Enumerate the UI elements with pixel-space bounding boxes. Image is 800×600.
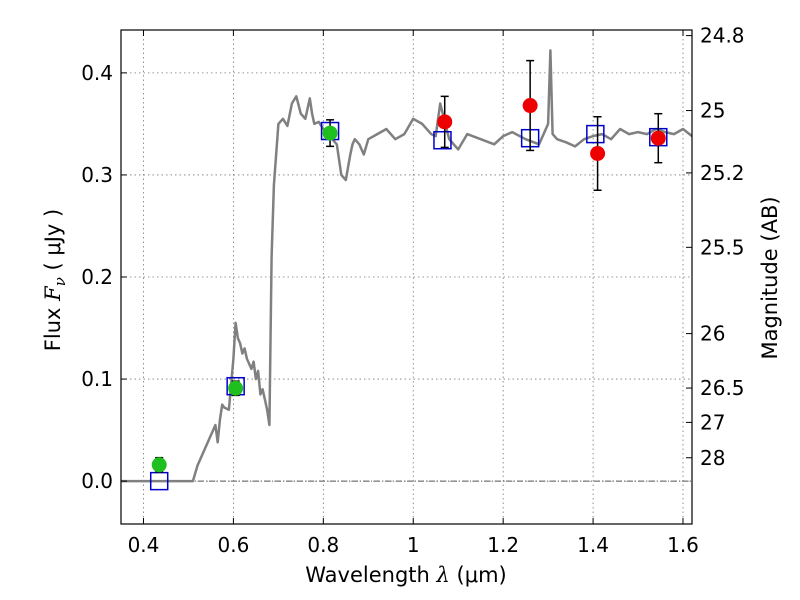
x-axis-label-prefix: Wavelength (305, 563, 430, 587)
x-tick-label: 0.8 (307, 533, 339, 557)
x-tick-label: 1 (407, 533, 420, 557)
green-data-point (151, 457, 167, 473)
y-axis-label-symbol: F (41, 285, 65, 302)
x-tick-label: 0.4 (128, 533, 160, 557)
magnitude-tick-label: 27 (700, 410, 725, 434)
magnitude-axis-label: Magnitude (AB) (758, 196, 782, 359)
y-tick-label: 0.3 (81, 163, 113, 187)
model-photometry-layer (149, 121, 668, 491)
y-tick-label: 0.0 (81, 469, 113, 493)
magnitude-tick-label: 26.5 (700, 376, 745, 400)
x-axis-label-unit: (μm) (457, 563, 507, 587)
x-tick-label: 1.2 (487, 533, 519, 557)
y-tick-label: 0.2 (81, 265, 113, 289)
magnitude-tick-label: 26 (700, 322, 725, 346)
y-axis-label: Flux Fν ( μJy ) (41, 209, 69, 351)
magnitude-tick-label: 24.8 (700, 24, 745, 48)
magnitude-tick-label: 25 (700, 99, 725, 123)
red-data-point (437, 114, 453, 130)
magnitude-tick-label: 25.5 (700, 235, 745, 259)
x-tick-label: 1.4 (577, 533, 609, 557)
red-data-point (522, 98, 538, 114)
y-axis-label-unit: ( μJy ) (41, 209, 65, 271)
model-photometry-square (586, 124, 605, 144)
y-axis-label-prefix: Flux (41, 308, 65, 352)
model-photometry-square (433, 130, 452, 150)
red-data-point (650, 130, 666, 146)
x-axis-label: Wavelength λ (μm) (305, 563, 506, 587)
magnitude-axis-ticks: 24.8 25 25.2 25.5 26 26.5 27 28 (686, 24, 745, 470)
x-axis-label-symbol: λ (436, 563, 450, 587)
y-axis-label-subscript: ν (51, 277, 69, 286)
x-tick-label: 1.6 (667, 533, 699, 557)
observed-points-layer (151, 98, 666, 473)
magnitude-tick-label: 25.2 (700, 161, 745, 185)
model-spectrum-layer (121, 49, 693, 483)
y-tick-label: 0.1 (81, 367, 113, 391)
x-tick-label: 0.6 (217, 533, 249, 557)
y-axis-ticks: 0.0 0.1 0.2 0.3 0.4 (81, 61, 127, 493)
x-axis-ticks: 0.4 0.6 0.8 1 1.2 1.4 1.6 (128, 30, 699, 557)
model-spectrum-line (121, 49, 693, 483)
magnitude-tick-label: 28 (700, 446, 725, 470)
red-data-point (590, 146, 606, 161)
green-data-point (322, 125, 338, 141)
grid-lines (121, 30, 692, 524)
green-data-point (228, 380, 244, 396)
y-tick-label: 0.4 (81, 61, 113, 85)
